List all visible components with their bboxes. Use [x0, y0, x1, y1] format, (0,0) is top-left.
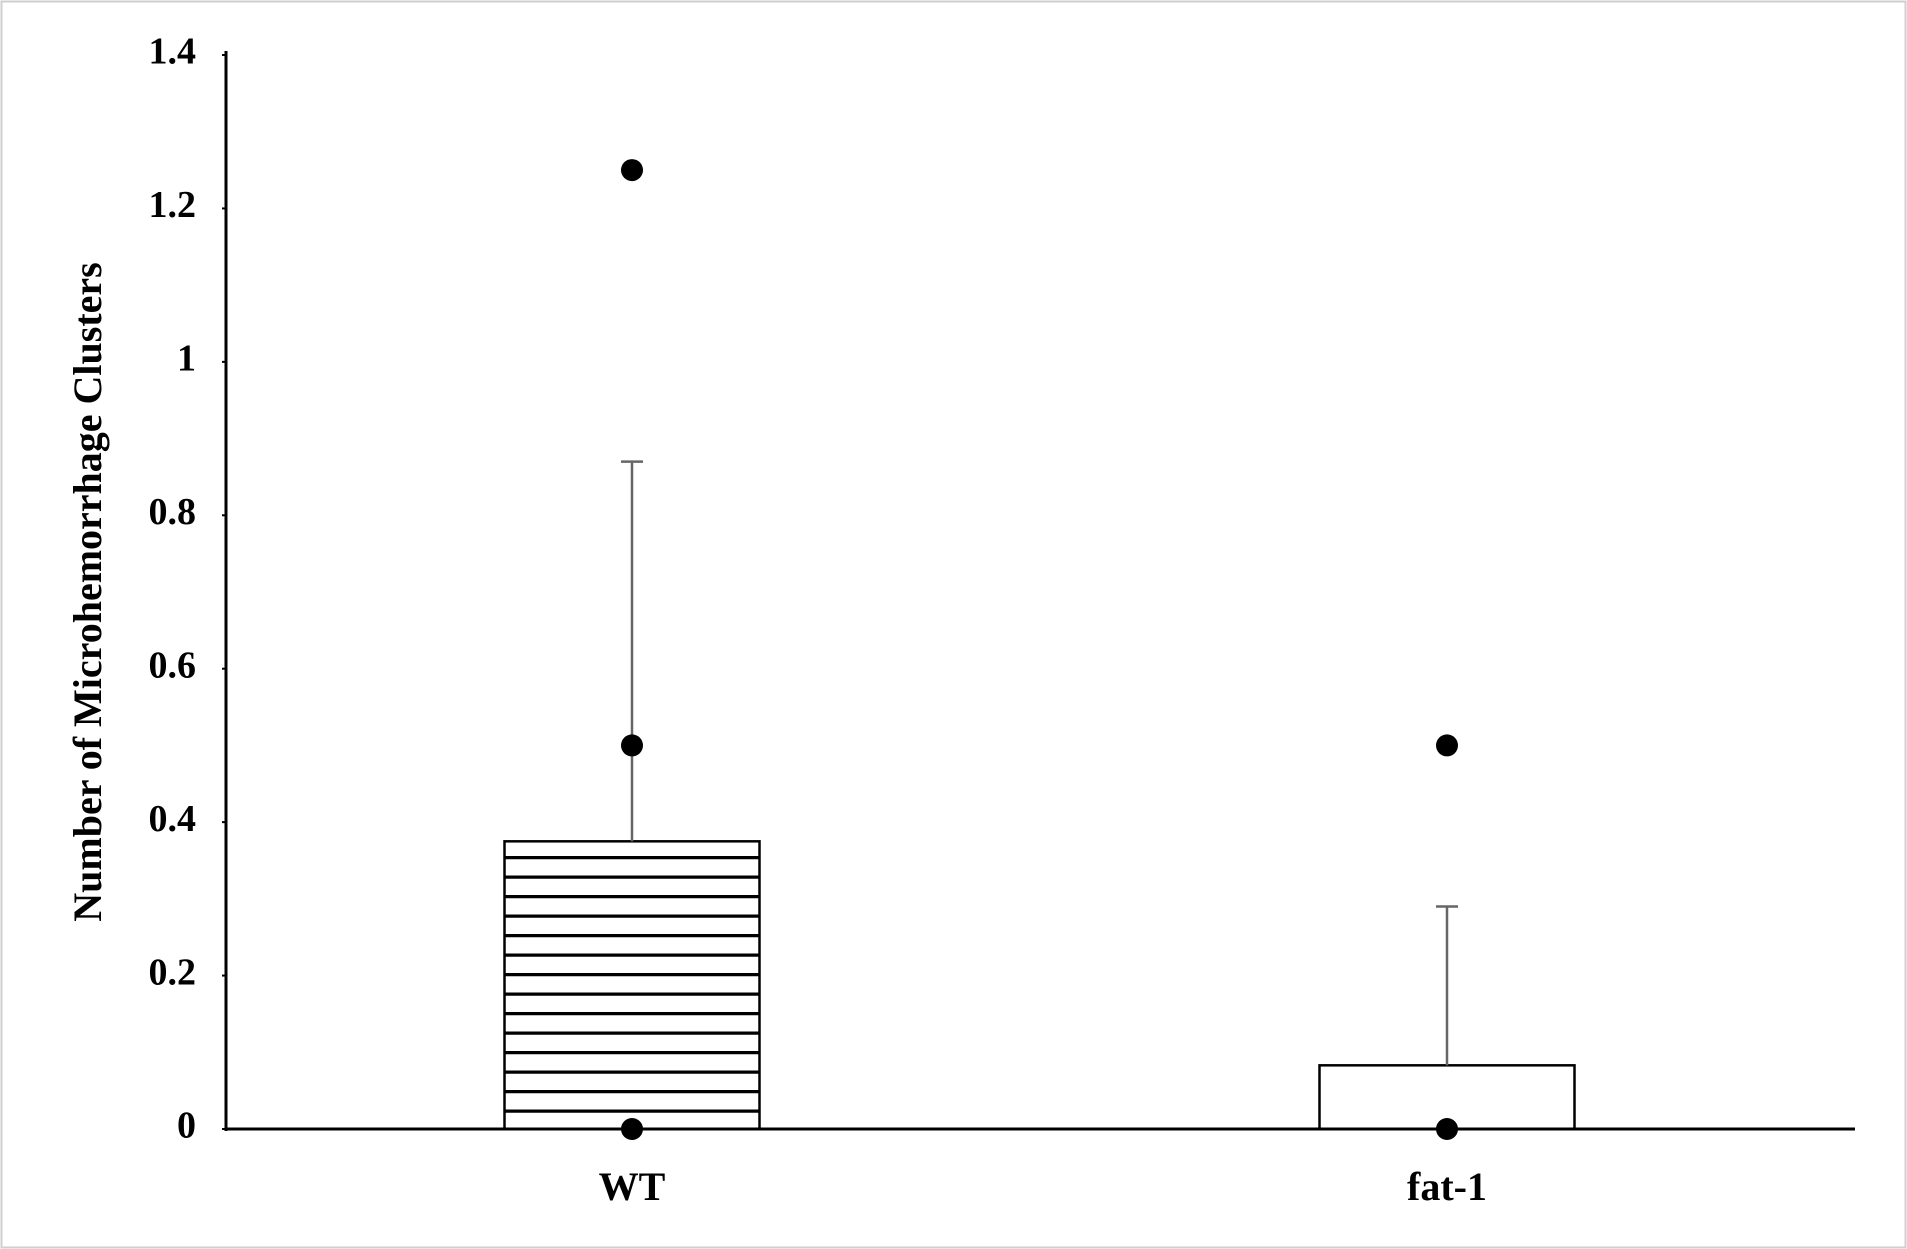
y-tick-label: 0.4: [149, 798, 197, 840]
y-tick-label: 1: [177, 338, 196, 380]
x-tick-label: WT: [599, 1164, 666, 1209]
data-point: [621, 734, 643, 757]
y-tick-label: 0.6: [149, 644, 197, 686]
y-tick-label: 1.4: [149, 31, 197, 73]
data-point: [621, 1118, 643, 1140]
data-point: [1436, 734, 1458, 757]
data-point: [1436, 1118, 1458, 1140]
y-tick-label: 0.8: [149, 491, 197, 533]
y-tick-label: 1.2: [149, 184, 197, 226]
data-point: [621, 159, 643, 182]
bar: [503, 840, 761, 1131]
x-tick-label: fat-1: [1407, 1164, 1487, 1209]
y-tick-label: 0: [177, 1105, 196, 1147]
y-axis-label: Number of Microhemorrhage Clusters: [65, 262, 110, 922]
y-tick-label: 0.2: [149, 951, 197, 993]
